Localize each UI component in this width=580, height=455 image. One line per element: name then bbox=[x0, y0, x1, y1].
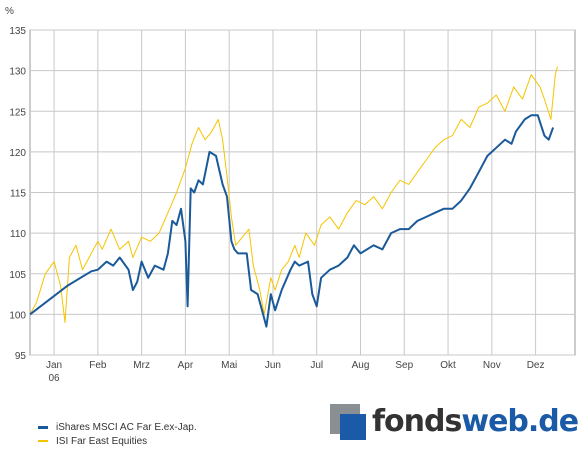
y-unit-label: % bbox=[5, 6, 14, 17]
legend-item-isi: ISI Far East Equities bbox=[38, 434, 197, 448]
series-line-ishares bbox=[29, 114, 555, 328]
y-tick-label: 125 bbox=[9, 107, 26, 118]
x-axis: Jan 06 Feb Mrz Apr Mai Jun Jul Aug Sep Okt Nov Dez bbox=[46, 360, 544, 384]
y-tick-label: 115 bbox=[10, 189, 26, 200]
legend: iShares MSCI AC Far E.ex-Jap. ISI Far Ea… bbox=[38, 420, 197, 448]
fondsweb-logo: fondsweb.de bbox=[330, 402, 579, 442]
y-tick-label: 95 bbox=[15, 351, 27, 362]
y-tick-label: 110 bbox=[10, 229, 26, 240]
line-chart: 95 100 105 110 115 120 125 130 135 Jan 06 Feb Mrz Ap… bbox=[5, 6, 576, 384]
y-tick-label: 135 bbox=[9, 26, 26, 37]
y-axis: 95 100 105 110 115 120 125 130 135 bbox=[9, 26, 26, 362]
x-tick-label: Jan bbox=[46, 360, 62, 371]
x-tick-label: Sep bbox=[395, 360, 413, 371]
y-tick-label: 120 bbox=[9, 148, 26, 159]
legend-label-isi: ISI Far East Equities bbox=[56, 435, 148, 447]
logo-text: fondsweb.de bbox=[372, 404, 579, 439]
x-tick-label: Aug bbox=[352, 360, 370, 371]
series-lines bbox=[29, 66, 558, 328]
x-tick-sublabel: 06 bbox=[49, 373, 61, 384]
legend-swatch-isi bbox=[38, 440, 48, 442]
y-tick-label: 105 bbox=[9, 270, 26, 281]
y-tick-label: 130 bbox=[9, 67, 26, 78]
legend-swatch-ishares bbox=[38, 425, 48, 429]
x-tick-label: Feb bbox=[89, 360, 107, 371]
x-tick-label: Mrz bbox=[133, 360, 150, 371]
x-tick-label: Jul bbox=[310, 360, 323, 371]
x-tick-label: Apr bbox=[178, 360, 194, 371]
y-tick-label: 100 bbox=[9, 310, 26, 321]
grid bbox=[29, 29, 576, 356]
series-line-isi bbox=[29, 66, 558, 323]
x-tick-label: Okt bbox=[440, 360, 456, 371]
legend-item-ishares: iShares MSCI AC Far E.ex-Jap. bbox=[38, 420, 197, 434]
x-tick-label: Jun bbox=[265, 360, 281, 371]
x-tick-label: Dez bbox=[527, 360, 545, 371]
legend-label-ishares: iShares MSCI AC Far E.ex-Jap. bbox=[56, 421, 197, 433]
x-tick-label: Nov bbox=[483, 360, 501, 371]
x-tick-label: Mai bbox=[221, 360, 237, 371]
logo-mark-icon bbox=[330, 404, 366, 440]
